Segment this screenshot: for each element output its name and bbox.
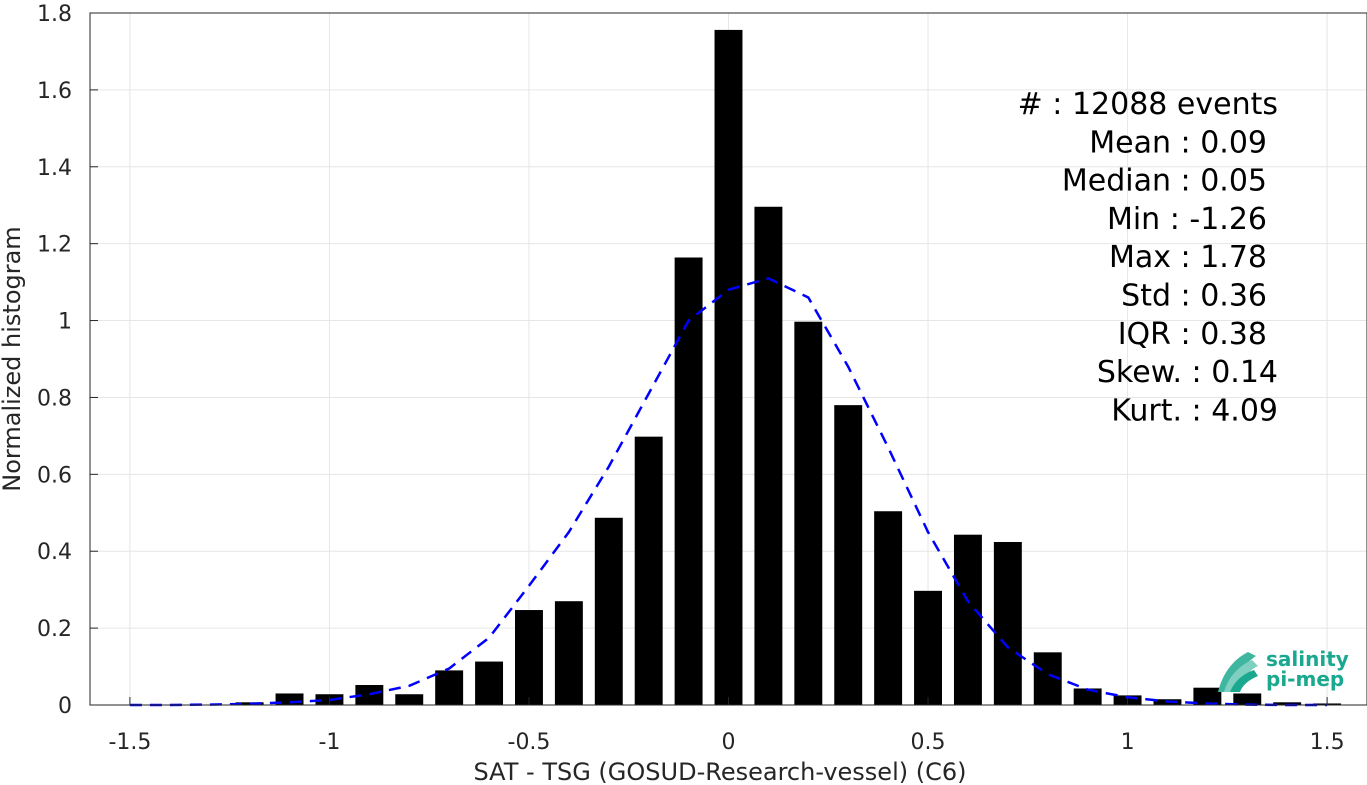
- x-tick-label: 1: [1121, 730, 1135, 755]
- stat-line: Mean : 0.09: [1089, 125, 1267, 160]
- histogram-bars: [235, 29, 1342, 706]
- salinity-pimep-logo: salinity pi-mep: [1218, 647, 1349, 692]
- histogram-bar: [953, 534, 982, 705]
- histogram-bar: [1073, 688, 1102, 705]
- stat-line: Min : -1.26: [1107, 202, 1267, 237]
- y-tick-label: 0.4: [37, 540, 72, 565]
- histogram-bar: [834, 405, 863, 705]
- stat-line: # : 12088 events: [1018, 87, 1278, 122]
- histogram-bar: [235, 702, 264, 705]
- histogram-bar: [554, 601, 583, 705]
- x-axis-ticks: -1.5 -1 -0.5 0 0.5 1 1.5: [108, 697, 1345, 755]
- y-tick-label: 0.6: [37, 463, 72, 488]
- y-tick-label: 1.6: [37, 79, 72, 104]
- y-tick-label: 0.2: [37, 617, 72, 642]
- histogram-bar: [515, 610, 543, 705]
- y-axis-title: Normalized histogram: [0, 226, 26, 491]
- stat-line: IQR : 0.38: [1118, 317, 1267, 352]
- wave-icon: [1218, 652, 1258, 692]
- stat-line: Max : 1.78: [1109, 240, 1267, 275]
- y-tick-label: 1: [58, 310, 72, 335]
- y-tick-label: 1.8: [37, 2, 72, 27]
- x-tick-label: 1.5: [1310, 730, 1345, 755]
- histogram-bar: [794, 321, 823, 705]
- y-axis-ticks: 0 0.2 0.4 0.6 0.8 1 1.2 1.4 1.6 1.8: [37, 2, 98, 719]
- histogram-bar: [1193, 687, 1222, 705]
- histogram-bar: [435, 670, 464, 705]
- histogram-bar: [395, 694, 424, 705]
- stat-line: Median : 0.05: [1062, 164, 1267, 199]
- x-tick-label: -1: [318, 730, 340, 755]
- histogram-bar: [714, 29, 743, 706]
- histogram-bar: [1273, 702, 1302, 705]
- stat-line: Std : 0.36: [1121, 279, 1267, 314]
- histogram-bar: [874, 511, 903, 705]
- histogram-bar: [674, 257, 703, 705]
- histogram-bar: [754, 206, 783, 705]
- logo-line-salinity: salinity: [1266, 647, 1349, 671]
- y-tick-label: 0.8: [37, 386, 72, 411]
- stat-line: Skew. : 0.14: [1097, 355, 1278, 390]
- histogram-bar: [993, 541, 1022, 705]
- stat-line: Kurt. : 4.09: [1111, 393, 1278, 428]
- histogram-bar: [1233, 693, 1262, 705]
- x-tick-label: -1.5: [108, 730, 151, 755]
- x-tick-label: 0.5: [911, 730, 946, 755]
- histogram-bar: [355, 685, 384, 705]
- histogram-bar: [475, 661, 504, 705]
- histogram-bar: [634, 436, 663, 705]
- x-axis-title: SAT - TSG (GOSUD-Research-vessel) (C6): [474, 758, 967, 785]
- x-tick-label: -0.5: [508, 730, 551, 755]
- y-tick-label: 0: [58, 694, 72, 719]
- histogram-bar: [594, 517, 623, 705]
- x-tick-label: 0: [722, 730, 736, 755]
- histogram-bar: [914, 590, 942, 705]
- y-tick-label: 1.4: [37, 156, 72, 181]
- logo-line-pimep: pi-mep: [1266, 667, 1344, 691]
- y-tick-label: 1.2: [37, 233, 72, 258]
- histogram-bar: [275, 693, 304, 705]
